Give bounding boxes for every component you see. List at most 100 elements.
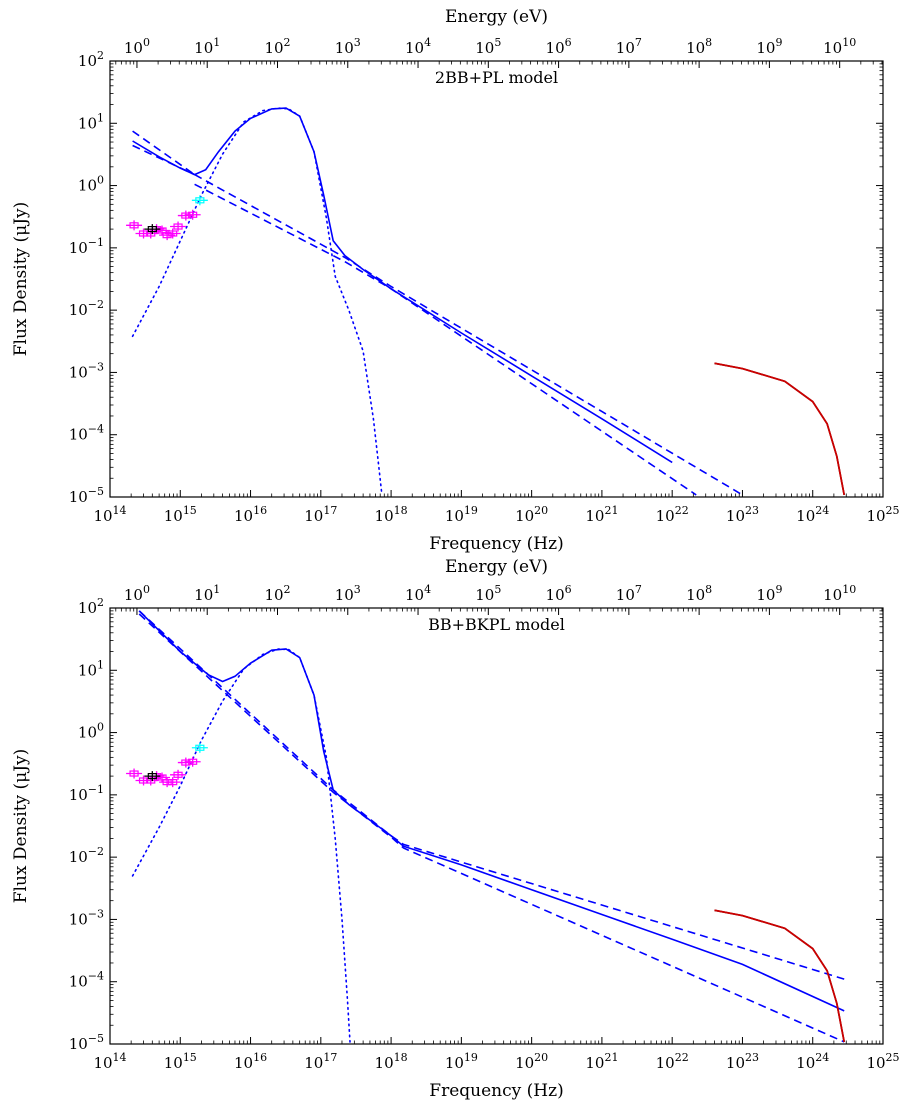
x-tick-label: 1018 (375, 1051, 408, 1072)
marker (157, 774, 167, 781)
top-tick-label: 109 (756, 583, 782, 604)
series-line-dashed (138, 613, 845, 1043)
x-tick-label: 1025 (866, 1051, 899, 1072)
y-tick-label: 102 (78, 596, 104, 617)
top-tick-label: 102 (264, 36, 290, 57)
chart-panel-2: 1014 1015 1016 1017 1018 1019 1020 1021 1022 1023… (11, 557, 900, 1101)
top-tick-label: 107 (616, 583, 642, 604)
x-tick-label: 1019 (445, 1051, 478, 1072)
marker (173, 223, 183, 230)
top-tick-label: 100 (124, 36, 150, 57)
series-line-solid (132, 107, 673, 464)
top-tick-label: 101 (194, 583, 220, 604)
series-line-solid (714, 909, 845, 1043)
x-tick-label: 1020 (515, 1051, 548, 1072)
series-line-dashed (138, 610, 845, 980)
y-tick-label: 101 (78, 658, 104, 679)
x-tick-label: 1020 (515, 504, 548, 525)
top-tick-label: 106 (546, 583, 572, 604)
y-tick-label: 10−2 (69, 845, 104, 866)
marker (168, 779, 178, 786)
y-tick-label: 101 (78, 111, 104, 132)
x-axis-label: Frequency (Hz) (429, 534, 563, 554)
top-tick-label: 109 (756, 36, 782, 57)
top-tick-label: 1010 (823, 36, 856, 57)
chart-title: BB+BKPL model (428, 615, 565, 634)
top-tick-label: 105 (475, 583, 501, 604)
series-line-dashed (194, 183, 697, 496)
marker (129, 770, 139, 777)
y-tick-label: 10−4 (69, 970, 104, 991)
axes-frame (109, 607, 884, 1045)
x-tick-label: 1019 (445, 504, 478, 525)
data-point (126, 768, 143, 779)
series-line-dashed (132, 130, 196, 176)
data-point (177, 210, 194, 221)
data-point (170, 769, 187, 780)
top-tick-label: 101 (194, 36, 220, 57)
data-point (164, 777, 181, 788)
x-axis-label: Frequency (Hz) (429, 1081, 563, 1101)
y-tick-label: 10−4 (69, 423, 104, 444)
marker (146, 230, 156, 237)
top-tick-label: 104 (405, 583, 431, 604)
data-point (191, 742, 208, 753)
data-point (191, 195, 208, 206)
x-tick-label: 1023 (726, 1051, 759, 1072)
x-tick-label: 1017 (304, 1051, 337, 1072)
y-axis-label: Flux Density (μJy) (11, 202, 31, 357)
x-tick-label: 1024 (796, 1051, 829, 1072)
data-point (184, 209, 201, 220)
x-tick-label: 1015 (164, 504, 197, 525)
data-point (170, 221, 187, 232)
top-tick-label: 102 (264, 583, 290, 604)
x-tick-label: 1022 (656, 1051, 689, 1072)
x-tick-label: 1021 (585, 1051, 618, 1072)
top-tick-label: 1010 (823, 583, 856, 604)
x-tick-label: 1015 (164, 1051, 197, 1072)
top-tick-label: 106 (546, 36, 572, 57)
marker (157, 227, 167, 234)
y-tick-label: 10−5 (69, 1032, 104, 1053)
y-tick-label: 10−1 (69, 783, 104, 804)
series-line-solid (138, 610, 845, 1012)
series-line-solid (714, 362, 845, 496)
top-axis-label: Energy (eV) (445, 557, 548, 577)
x-tick-label: 1016 (234, 504, 267, 525)
y-tick-label: 10−3 (69, 907, 104, 928)
top-tick-label: 104 (405, 36, 431, 57)
data-point (184, 756, 201, 767)
x-tick-label: 1024 (796, 504, 829, 525)
axes-frame (109, 60, 884, 498)
y-axis-label: Flux Density (μJy) (11, 749, 31, 904)
top-tick-label: 108 (686, 36, 712, 57)
marker (188, 211, 198, 218)
series-line-dashed (194, 173, 743, 496)
marker (147, 226, 157, 233)
series-line-dotted (131, 107, 383, 496)
marker (146, 777, 156, 784)
x-tick-label: 1021 (585, 504, 618, 525)
marker (162, 232, 172, 239)
y-tick-label: 10−5 (69, 485, 104, 506)
y-tick-label: 10−2 (69, 298, 104, 319)
series-line-solid (714, 362, 846, 496)
x-tick-label: 1014 (93, 1051, 126, 1072)
top-tick-label: 107 (616, 36, 642, 57)
marker (188, 758, 198, 765)
data-point (126, 220, 143, 231)
series-line-solid (714, 909, 846, 1043)
top-tick-label: 103 (335, 583, 361, 604)
x-tick-label: 1016 (234, 1051, 267, 1072)
top-tick-label: 103 (335, 36, 361, 57)
plot-area (126, 107, 846, 496)
x-tick-label: 1014 (93, 504, 126, 525)
data-point (177, 757, 194, 768)
marker (195, 744, 205, 751)
top-tick-label: 100 (124, 583, 150, 604)
data-point (144, 224, 161, 235)
chart-panel-1: 1014 1015 1016 1017 1018 1019 1020 1021 1022 1023… (11, 7, 900, 554)
marker (195, 197, 205, 204)
top-axis-label: Energy (eV) (445, 7, 548, 27)
